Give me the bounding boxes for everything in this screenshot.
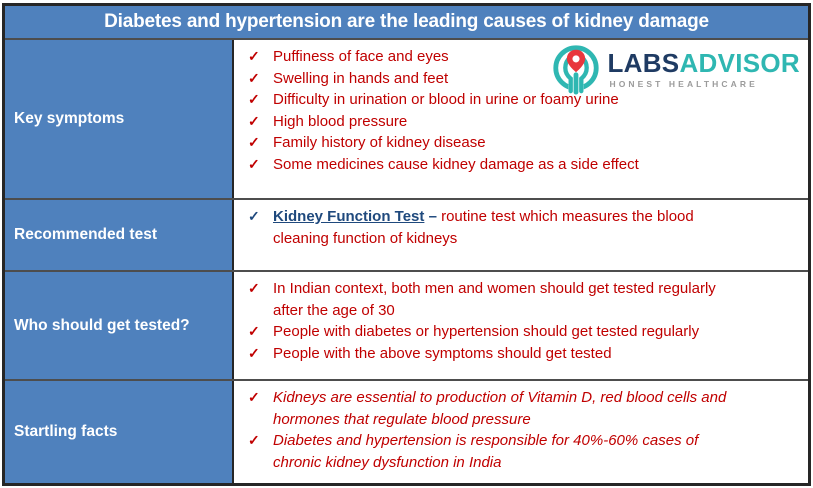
item-text: Puffiness of face and eyes <box>273 48 449 65</box>
title-bar: Diabetes and hypertension are the leadin… <box>5 6 808 40</box>
list-item: ✓ Some medicines cause kidney damage as a… <box>245 154 794 176</box>
checkmark-icon: ✓ <box>248 134 260 150</box>
kidney-function-test-link[interactable]: Kidney Function Test <box>273 208 425 225</box>
list-item: ✓ Puffiness of face and eyes <box>245 46 794 68</box>
row-content-cell: ✓ In Indian context, both men and women s… <box>234 272 808 379</box>
list-item: ✓ Difficulty in urination or blood in uri… <box>245 89 794 111</box>
list-item: ✓ Kidneys are essential to production of … <box>245 387 794 430</box>
row-content-cell: ✓ Kidneys are essential to production of … <box>234 381 808 483</box>
logo-tagline: HONEST HEALTHCARE <box>609 78 758 89</box>
list-item: ✓ People with the above symptoms should g… <box>245 343 794 365</box>
checkmark-icon: ✓ <box>248 69 260 86</box>
labsadvisor-logo-icon <box>553 45 600 95</box>
page-title: Diabetes and hypertension are the leadin… <box>104 11 709 32</box>
list-item: ✓ Family history of kidney disease <box>245 132 794 154</box>
list-item: ✓ People with diabetes or hypertension sh… <box>245 321 794 343</box>
checkmark-icon: ✓ <box>248 155 260 172</box>
row-content-cell: ✓ Kidney Function Test – routine test whi… <box>234 200 808 270</box>
item-text: Diabetes and hypertension is responsible… <box>273 432 699 471</box>
item-list: ✓ Kidney Function Test – routine test whi… <box>245 206 794 249</box>
item-list: ✓ Kidneys are essential to production of … <box>245 387 794 473</box>
list-item: ✓ In Indian context, both men and women s… <box>245 278 794 321</box>
item-text: Difficulty in urination or blood in urin… <box>273 91 619 108</box>
checkmark-icon: ✓ <box>248 432 260 448</box>
checkmark-icon: ✓ <box>248 323 260 339</box>
logo-text-advisor: ADVISOR <box>679 47 800 78</box>
labsadvisor-logo: LABSADVISOR HONEST HEALTHCARE <box>550 43 800 95</box>
dash-separator: – <box>424 208 442 225</box>
checkmark-icon: ✓ <box>248 389 260 405</box>
row-label: Recommended test <box>14 226 157 243</box>
info-table: Diabetes and hypertension are the leadin… <box>2 3 811 486</box>
checkmark-icon: ✓ <box>248 91 260 107</box>
table-row: Key symptoms ✓ Puffiness of face and eyes… <box>5 40 808 200</box>
row-label: Who should get tested? <box>14 316 190 334</box>
list-item: ✓ Diabetes and hypertension is responsibl… <box>245 430 794 473</box>
row-label: Startling facts <box>14 423 118 440</box>
item-text: Kidney Function Test – routine test whic… <box>273 208 694 247</box>
item-list: ✓ In Indian context, both men and women s… <box>245 278 794 364</box>
row-label-cell-who-should-get-tested: Who should get tested? <box>5 272 234 379</box>
checkmark-icon: ✓ <box>248 208 260 224</box>
item-text: People with diabetes or hypertension sho… <box>273 323 700 340</box>
item-text: In Indian context, both men and women sh… <box>273 280 716 319</box>
checkmark-icon: ✓ <box>248 344 260 361</box>
item-text: Some medicines cause kidney damage as a … <box>273 155 639 173</box>
checkmark-icon: ✓ <box>248 280 260 296</box>
row-content-cell: ✓ Puffiness of face and eyes ✓ Swelling in … <box>234 40 808 198</box>
row-label-cell-key-symptoms: Key symptoms <box>5 40 234 198</box>
row-label-cell-startling-facts: Startling facts <box>5 381 234 483</box>
table-row: Who should get tested? ✓ In Indian contex… <box>5 272 808 381</box>
logo-wordmark-block: LABSADVISOR HONEST HEALTHCARE <box>607 50 800 89</box>
row-label-cell-recommended-test: Recommended test <box>5 200 234 270</box>
logo-wordmark: LABSADVISOR <box>607 50 800 76</box>
item-list: ✓ Puffiness of face and eyes ✓ Swelling in … <box>245 46 794 175</box>
table-row: Startling facts ✓ Kidneys are essential t… <box>5 381 808 483</box>
list-item: ✓ Kidney Function Test – routine test whi… <box>245 206 794 249</box>
table-row: Recommended test ✓ Kidney Function Test –… <box>5 200 808 272</box>
item-text: People with the above symptoms should ge… <box>273 344 612 362</box>
item-text: High blood pressure <box>273 112 408 130</box>
checkmark-icon: ✓ <box>248 112 260 129</box>
item-text: Swelling in hands and feet <box>273 69 449 87</box>
item-text: Family history of kidney disease <box>273 134 486 151</box>
list-item: ✓ High blood pressure <box>245 111 794 133</box>
row-label: Key symptoms <box>14 110 125 127</box>
checkmark-icon: ✓ <box>248 48 260 64</box>
logo-text-labs: LABS <box>607 47 680 78</box>
item-text: Kidneys are essential to production of V… <box>273 389 727 428</box>
list-item: ✓ Swelling in hands and feet <box>245 68 794 90</box>
